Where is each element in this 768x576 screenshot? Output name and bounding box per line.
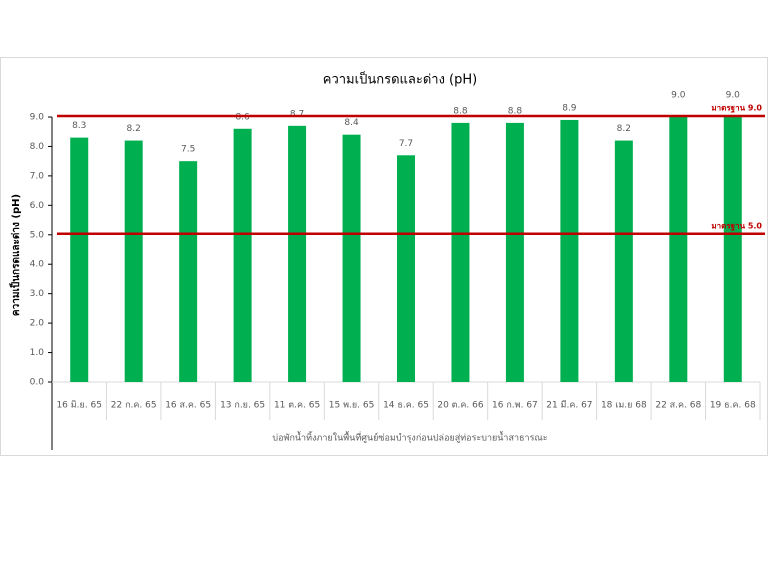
x-tick-label: 16 ส.ค. 65: [165, 401, 211, 411]
bar: [233, 128, 252, 382]
x-tick-label: 11 ต.ค. 65: [274, 401, 320, 411]
x-tick-label: 19 ธ.ค. 68: [710, 401, 756, 411]
chart-title: ความเป็นกรดและด่าง (pH): [323, 70, 477, 88]
bar: [451, 122, 470, 382]
bar: [614, 140, 633, 382]
value-label: 8.9: [562, 103, 577, 113]
reference-label: มาตรฐาน 9.0: [711, 104, 762, 114]
bar: [342, 134, 361, 382]
y-tick-label: 9.0: [30, 113, 45, 123]
x-tick-label: 21 มี.ค. 67: [546, 400, 592, 411]
y-axis-label: ความเป็นกรดและด่าง (pH): [8, 194, 22, 316]
y-tick-label: 2.0: [30, 319, 45, 329]
y-tick-label: 1.0: [30, 348, 45, 358]
bar: [288, 125, 307, 382]
x-tick-label: 13 ก.ย. 65: [220, 401, 265, 411]
y-tick-label: 3.0: [30, 289, 45, 299]
bar: [669, 117, 688, 382]
y-tick-label: 8.0: [30, 142, 45, 152]
x-tick-label: 14 ธ.ค. 65: [383, 401, 429, 411]
x-tick-label: 22 ก.ค. 65: [111, 401, 157, 411]
y-tick-label: 7.0: [30, 171, 45, 181]
bar: [723, 117, 742, 382]
x-tick-label: 15 พ.ย. 65: [329, 401, 375, 411]
value-label: 7.7: [399, 139, 413, 149]
value-label: 8.7: [290, 109, 304, 119]
value-label: 9.0: [726, 91, 741, 101]
bar: [70, 137, 89, 382]
value-label: 8.6: [235, 112, 250, 122]
value-label: 8.2: [127, 124, 141, 134]
bar: [505, 122, 524, 382]
y-tick-label: 4.0: [30, 260, 45, 270]
value-label: 8.8: [508, 106, 523, 116]
x-tick-label: 16 มิ.ย. 65: [56, 400, 102, 411]
bar: [179, 161, 198, 382]
x-tick-label: 22 ส.ค. 68: [655, 401, 701, 411]
reference-label: มาตรฐาน 5.0: [711, 221, 762, 231]
x-axis-label: บ่อพักน้ำทิ้งภายในพื้นที่ศูนย์ซ่อมบำรุงก…: [272, 431, 547, 444]
y-tick-label: 0.0: [30, 378, 45, 388]
value-label: 8.2: [617, 124, 631, 134]
value-label: 8.8: [453, 106, 468, 116]
value-label: 9.0: [671, 91, 686, 101]
bar: [397, 155, 415, 382]
value-label: 8.4: [344, 118, 359, 128]
x-tick-label: 18 เม.ย 68: [601, 401, 647, 411]
x-tick-label: 16 ก.พ. 67: [492, 401, 538, 411]
x-tick-label: 20 ต.ค. 66: [437, 401, 483, 411]
value-label: 8.3: [72, 121, 86, 131]
value-label: 7.5: [181, 145, 195, 155]
y-tick-label: 5.0: [30, 230, 45, 240]
bar: [560, 119, 579, 382]
y-tick-label: 6.0: [30, 201, 45, 211]
bar: [124, 140, 143, 382]
